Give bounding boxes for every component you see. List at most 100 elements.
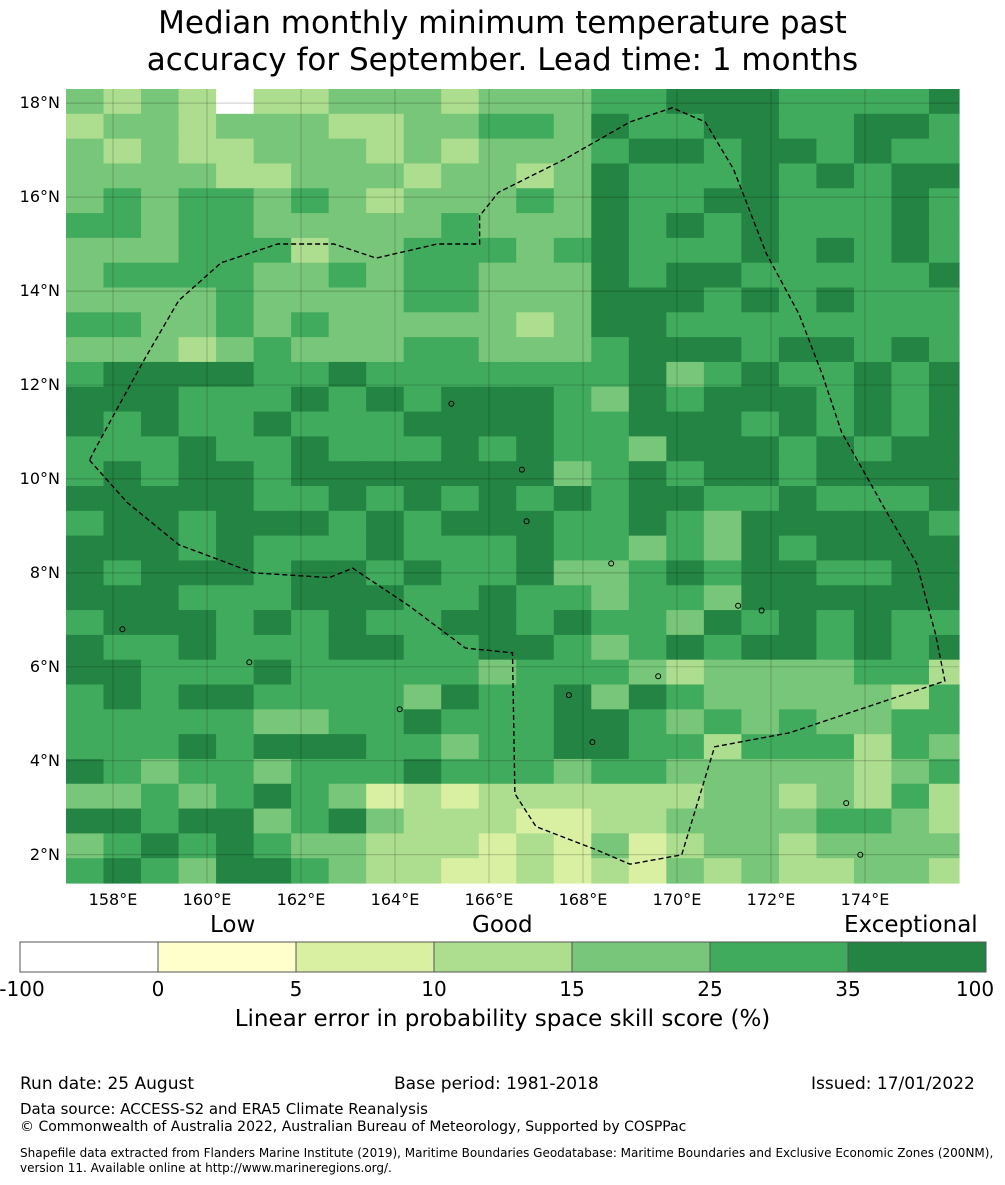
- grid-cell: [816, 833, 855, 859]
- grid-cell: [516, 634, 555, 661]
- grid-cell: [853, 684, 893, 710]
- grid-cell: [853, 163, 893, 189]
- grid-cell: [366, 213, 405, 239]
- grid-cell: [478, 659, 517, 686]
- grid-cell: [778, 411, 818, 437]
- grid-cell: [741, 337, 780, 363]
- grid-cell: [666, 684, 705, 710]
- grid-cell: [741, 709, 780, 735]
- grid-cell: [366, 510, 405, 537]
- grid-cell: [778, 858, 818, 884]
- grid-cell: [516, 188, 555, 214]
- grid-cell: [516, 833, 555, 859]
- grid-cell: [741, 858, 780, 884]
- grid-cell: [66, 486, 105, 512]
- grid-cell: [103, 783, 142, 810]
- grid-cell: [403, 858, 442, 884]
- grid-cell: [291, 634, 330, 661]
- grid-cell: [778, 659, 818, 686]
- grid-cell: [703, 560, 742, 586]
- grid-cell: [366, 89, 405, 115]
- grid-cell: [853, 734, 893, 760]
- grid-cell: [253, 610, 292, 636]
- grid-cell: [853, 138, 893, 165]
- grid-cell: [253, 213, 292, 239]
- grid-cell: [553, 386, 592, 413]
- grid-cell: [591, 560, 630, 586]
- grid-cell: [403, 188, 442, 214]
- grid-cell: [778, 783, 818, 810]
- grid-cell: [703, 89, 742, 115]
- grid-cell: [178, 188, 217, 214]
- grid-cell: [553, 262, 592, 289]
- colorbar: [19, 941, 987, 973]
- grid-cell: [103, 262, 142, 289]
- grid-cell: [178, 237, 217, 264]
- grid-cell: [591, 138, 630, 165]
- colorbar-head-good: Good: [472, 912, 533, 938]
- grid-cell: [366, 312, 405, 338]
- grid-cell: [366, 386, 405, 413]
- grid-cell: [328, 535, 367, 562]
- grid-cell: [928, 262, 960, 289]
- grid-cell: [253, 287, 292, 313]
- grid-cell: [178, 312, 217, 338]
- grid-cell: [441, 138, 480, 165]
- grid-cell: [666, 461, 705, 487]
- grid-cell: [66, 734, 105, 760]
- grid-cell: [591, 188, 630, 214]
- grid-cell: [816, 634, 855, 661]
- grid-cell: [891, 709, 930, 735]
- grid-cell: [628, 287, 667, 313]
- grid-cell: [328, 833, 367, 859]
- grid-cell: [741, 386, 780, 413]
- grid-cell: [778, 312, 818, 338]
- grid-cell: [328, 287, 367, 313]
- island-outline: [396, 706, 403, 713]
- grid-cell: [328, 510, 367, 537]
- colorbar-segment: [847, 941, 987, 973]
- grid-cell: [516, 386, 555, 413]
- lat-tick-label: 8°N: [29, 562, 60, 582]
- grid-cell: [403, 386, 442, 413]
- grid-cell: [216, 734, 255, 760]
- run-date: Run date: 25 August: [20, 1074, 194, 1094]
- grid-cell: [778, 163, 818, 189]
- grid-cell: [628, 709, 667, 735]
- grid-cell: [591, 783, 630, 810]
- colorbar-segment: [709, 941, 849, 973]
- grid-cell: [553, 113, 592, 140]
- grid-cell: [853, 312, 893, 338]
- grid-cell: [778, 610, 818, 636]
- grid-cell: [928, 461, 960, 487]
- grid-cell: [478, 833, 517, 859]
- grid-cell: [253, 436, 292, 462]
- grid-cell: [103, 610, 142, 636]
- grid-cell: [553, 188, 592, 214]
- grid-cell: [891, 138, 930, 165]
- grid-cell: [478, 361, 517, 388]
- grid-cell: [66, 188, 105, 214]
- grid-cell: [778, 734, 818, 760]
- grid-cell: [666, 262, 705, 289]
- grid-cell: [478, 163, 517, 189]
- grid-cell: [253, 411, 292, 437]
- grid-cell: [666, 535, 705, 562]
- lon-tick-label: 166°E: [464, 890, 514, 909]
- grid-cell: [666, 188, 705, 214]
- grid-cell: [66, 89, 105, 115]
- grid-cell: [253, 163, 292, 189]
- grid-cell: [703, 659, 742, 686]
- grid-cell: [366, 808, 405, 834]
- grid-cell: [478, 113, 517, 140]
- grid-cell: [628, 684, 667, 710]
- grid-cell: [178, 138, 217, 165]
- lat-tick-label: 18°N: [19, 93, 60, 113]
- grid-cell: [816, 684, 855, 710]
- grid-cell: [253, 386, 292, 413]
- lon-tick-label: 168°E: [558, 890, 608, 909]
- grid-cell: [253, 585, 292, 611]
- grid-cell: [853, 585, 893, 611]
- grid-cell: [328, 436, 367, 462]
- grid-cell: [666, 486, 705, 512]
